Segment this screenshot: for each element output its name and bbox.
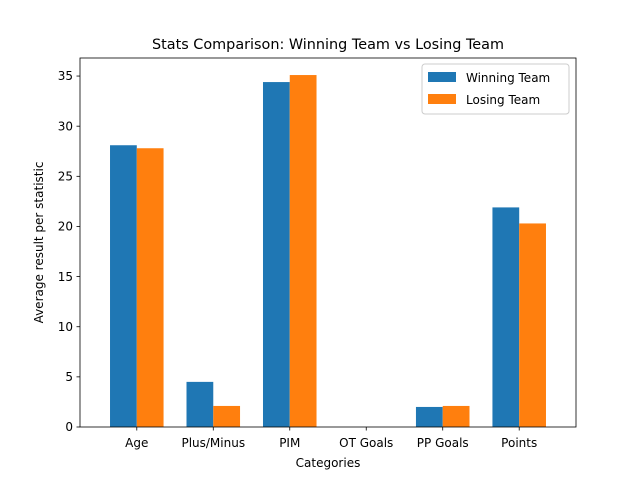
bar-losing-age [136, 148, 164, 427]
y-tick-label: 5 [65, 370, 73, 384]
x-tick-label: Plus/Minus [181, 436, 245, 450]
y-tick-label: 25 [58, 170, 73, 184]
x-tick-label: OT Goals [339, 436, 393, 450]
legend-swatch [428, 72, 456, 82]
bar-winning-pp-goals [415, 406, 443, 427]
bar-losing-pp-goals [442, 405, 470, 427]
x-tick-label: Points [501, 436, 537, 450]
x-axis-label: Categories [296, 456, 361, 470]
y-tick-label: 10 [58, 320, 73, 334]
chart-title: Stats Comparison: Winning Team vs Losing… [152, 37, 504, 53]
bar-winning-age [110, 145, 137, 427]
plot-frame [79, 57, 577, 428]
y-tick-label: 15 [58, 270, 73, 284]
legend-label: Winning Team [466, 71, 550, 85]
x-tick-label: PP Goals [417, 436, 469, 450]
bars-group [110, 75, 546, 427]
y-tick-label: 35 [58, 69, 73, 83]
bar-losing-pim [289, 75, 317, 427]
bar-losing-plus-minus [213, 405, 241, 427]
y-axis-label: Average result per statistic [32, 162, 46, 324]
legend-label: Losing Team [466, 93, 540, 107]
bar-winning-plus-minus [186, 381, 214, 427]
bar-losing-points [519, 223, 546, 427]
y-tick-label: 30 [58, 119, 73, 133]
legend: Winning Team Losing Team [421, 63, 570, 115]
bar-winning-pim [262, 82, 290, 427]
legend-box [421, 63, 570, 115]
bar-winning-points [492, 207, 520, 427]
x-tick-label: PIM [279, 436, 300, 450]
x-tick-label: Age [125, 436, 148, 450]
y-axis: 0 5 10 15 20 25 30 35 [58, 69, 80, 434]
x-axis: Age Plus/Minus PIM OT Goals PP Goals Points [125, 427, 537, 450]
y-tick-label: 20 [58, 220, 73, 234]
y-tick-label: 0 [65, 420, 73, 434]
legend-swatch [428, 94, 456, 104]
